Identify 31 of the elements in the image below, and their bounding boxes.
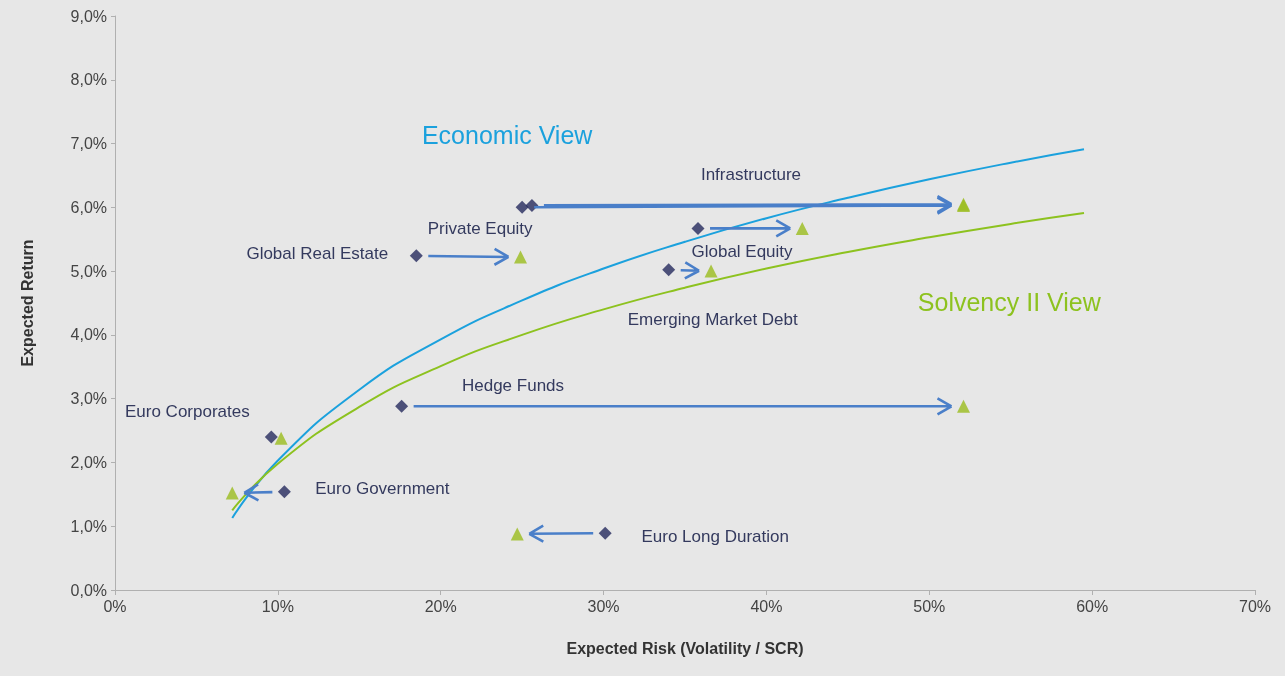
text: Economic View bbox=[421, 121, 594, 150]
y-tick-label: 4,0% bbox=[70, 326, 107, 344]
series-label: Solvency II View bbox=[917, 288, 1102, 317]
y-tick-label: 5,0% bbox=[70, 262, 107, 280]
y-tick-label: 2,0% bbox=[70, 453, 107, 471]
y-axis-title: Expected Return bbox=[18, 239, 36, 367]
annotation: Private Equity bbox=[427, 218, 534, 238]
y-tick-label: 3,0% bbox=[70, 390, 107, 408]
x-tick-label: 0% bbox=[103, 597, 127, 615]
y-tick-label: 9,0% bbox=[70, 7, 107, 25]
y-tick-label: 8,0% bbox=[70, 71, 107, 89]
y-tick-label: 7,0% bbox=[70, 135, 107, 153]
annotation: Infrastructure bbox=[700, 164, 802, 184]
y-tick-label: 1,0% bbox=[70, 517, 107, 535]
x-tick-label: 50% bbox=[913, 597, 946, 615]
annotation: Hedge Funds bbox=[461, 375, 565, 395]
y-tick-label: 6,0% bbox=[70, 198, 107, 216]
annotation: Global Real Estate bbox=[246, 244, 389, 264]
annotation: Global Equity bbox=[691, 241, 794, 261]
y-tick-label: 0,0% bbox=[70, 581, 107, 599]
annotation: Euro Government bbox=[315, 479, 450, 499]
x-tick-label: 10% bbox=[261, 597, 294, 615]
x-tick-label: 70% bbox=[1238, 597, 1272, 615]
annotation: Emerging Market Debt bbox=[627, 310, 799, 330]
x-tick-label: 20% bbox=[424, 597, 457, 615]
x-tick-label: 30% bbox=[587, 597, 620, 615]
x-tick-label: 60% bbox=[1076, 597, 1109, 615]
annotation: Euro Corporates bbox=[124, 402, 250, 422]
annotation: Euro Long Duration bbox=[641, 526, 789, 546]
x-tick-label: 40% bbox=[750, 597, 783, 615]
x-axis-title: Expected Risk (Volatility / SCR) bbox=[566, 639, 804, 657]
